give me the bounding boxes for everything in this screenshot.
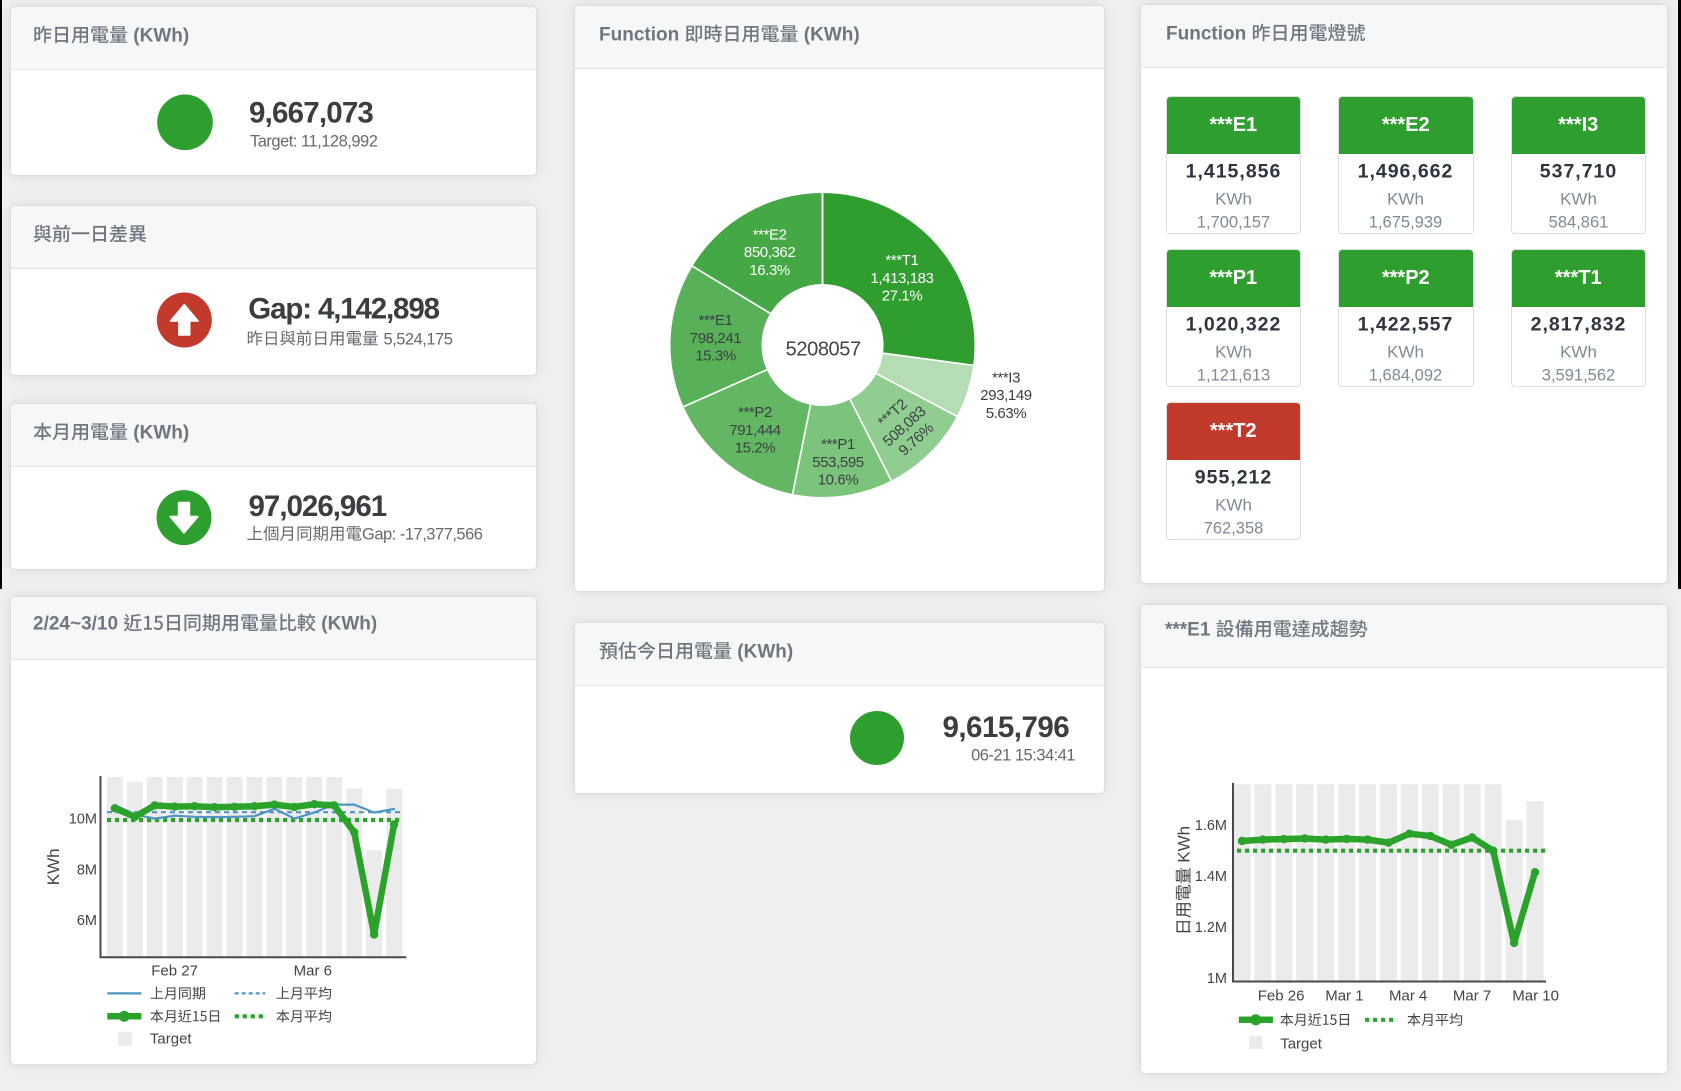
- svg-text:(KWh): (KWh): [732, 642, 793, 663]
- svg-text:Feb 26: Feb 26: [1258, 988, 1305, 1005]
- svg-text:3,591,562: 3,591,562: [1541, 367, 1614, 385]
- svg-text:Target: 11,128,992: Target: 11,128,992: [250, 132, 378, 150]
- svg-text:791,444: 791,444: [729, 422, 780, 439]
- svg-text:27.1%: 27.1%: [882, 287, 923, 304]
- svg-text:***E1: ***E1: [699, 312, 733, 329]
- svg-text:Mar 4: Mar 4: [1389, 988, 1427, 1005]
- svg-text:9,615,796: 9,615,796: [942, 711, 1069, 744]
- svg-text:1,700,157: 1,700,157: [1196, 213, 1269, 231]
- svg-text:(KWh): (KWh): [799, 25, 860, 46]
- svg-text:KWh: KWh: [1215, 496, 1252, 515]
- svg-text:KWh: KWh: [1387, 189, 1424, 208]
- svg-text:1,422,557: 1,422,557: [1358, 314, 1454, 336]
- svg-text:***E1: ***E1: [1165, 620, 1216, 641]
- svg-text:798,241: 798,241: [690, 330, 741, 347]
- svg-text:762,358: 762,358: [1203, 520, 1263, 538]
- svg-text:97,026,961: 97,026,961: [249, 490, 387, 523]
- svg-text:KWh: KWh: [44, 848, 63, 885]
- svg-text:1.2M: 1.2M: [1195, 920, 1227, 936]
- svg-text:***T1: ***T1: [885, 252, 918, 269]
- svg-text:Mar 1: Mar 1: [1325, 988, 1363, 1005]
- svg-text:955,212: 955,212: [1194, 467, 1272, 489]
- svg-text:(KWh): (KWh): [316, 614, 377, 635]
- svg-text:Mar 7: Mar 7: [1453, 988, 1491, 1005]
- svg-text:***E2: ***E2: [753, 227, 787, 244]
- svg-text:KWh: KWh: [1387, 343, 1424, 362]
- svg-text:2,817,832: 2,817,832: [1530, 314, 1626, 336]
- svg-text:1,415,856: 1,415,856: [1185, 160, 1281, 182]
- svg-text:1,020,322: 1,020,322: [1185, 314, 1281, 336]
- svg-text:1,413,183: 1,413,183: [870, 270, 933, 287]
- svg-text:Gap: 4,142,898: Gap: 4,142,898: [248, 293, 439, 326]
- svg-text:15.3%: 15.3%: [695, 347, 736, 364]
- svg-text:Mar 10: Mar 10: [1512, 988, 1559, 1005]
- svg-text:***P2: ***P2: [738, 404, 772, 421]
- svg-text:***I3: ***I3: [992, 370, 1020, 387]
- svg-text:10.6%: 10.6%: [818, 471, 859, 488]
- svg-text:2/24~3/10: 2/24~3/10: [33, 614, 123, 635]
- svg-text:1,675,939: 1,675,939: [1369, 213, 1442, 231]
- svg-text:KWh: KWh: [1215, 189, 1252, 208]
- svg-text:537,710: 537,710: [1539, 160, 1617, 182]
- svg-text:Mar 6: Mar 6: [294, 963, 332, 980]
- svg-text:Gap: -17,377,566: Gap: -17,377,566: [362, 526, 483, 544]
- svg-text:Target: Target: [1280, 1036, 1323, 1053]
- svg-text:1,121,613: 1,121,613: [1196, 367, 1269, 385]
- svg-text:1M: 1M: [1207, 971, 1227, 987]
- svg-text:KWh: KWh: [1560, 343, 1597, 362]
- svg-text:850,362: 850,362: [744, 244, 795, 261]
- svg-text:10M: 10M: [69, 812, 97, 828]
- svg-text:5208057: 5208057: [786, 338, 861, 360]
- svg-text:Function: Function: [1166, 24, 1251, 45]
- svg-text:553,595: 553,595: [812, 454, 863, 471]
- svg-text:(KWh): (KWh): [128, 26, 189, 47]
- svg-text:6M: 6M: [77, 913, 97, 929]
- svg-text:5.63%: 5.63%: [986, 405, 1027, 422]
- svg-text:Function: Function: [599, 25, 684, 46]
- svg-text:KWh: KWh: [1175, 826, 1194, 863]
- svg-text:06-21 15:34:41: 06-21 15:34:41: [971, 747, 1075, 765]
- svg-text:5,524,175: 5,524,175: [384, 330, 453, 348]
- svg-text:KWh: KWh: [1215, 343, 1252, 362]
- svg-text:1,496,662: 1,496,662: [1358, 160, 1454, 182]
- svg-text:584,861: 584,861: [1548, 213, 1608, 231]
- svg-text:9,667,073: 9,667,073: [249, 96, 373, 129]
- svg-text:1.6M: 1.6M: [1195, 818, 1227, 834]
- svg-text:15.2%: 15.2%: [735, 439, 776, 456]
- svg-text:Feb 27: Feb 27: [151, 963, 198, 980]
- svg-text:KWh: KWh: [1560, 189, 1597, 208]
- svg-text:***P1: ***P1: [821, 436, 855, 453]
- svg-text:16.3%: 16.3%: [749, 262, 790, 279]
- svg-text:293,149: 293,149: [980, 387, 1031, 404]
- svg-text:(KWh): (KWh): [128, 423, 189, 444]
- svg-text:1,684,092: 1,684,092: [1369, 367, 1442, 385]
- svg-text:8M: 8M: [77, 862, 97, 878]
- svg-text:1.4M: 1.4M: [1195, 869, 1227, 885]
- svg-text:Target: Target: [150, 1031, 193, 1048]
